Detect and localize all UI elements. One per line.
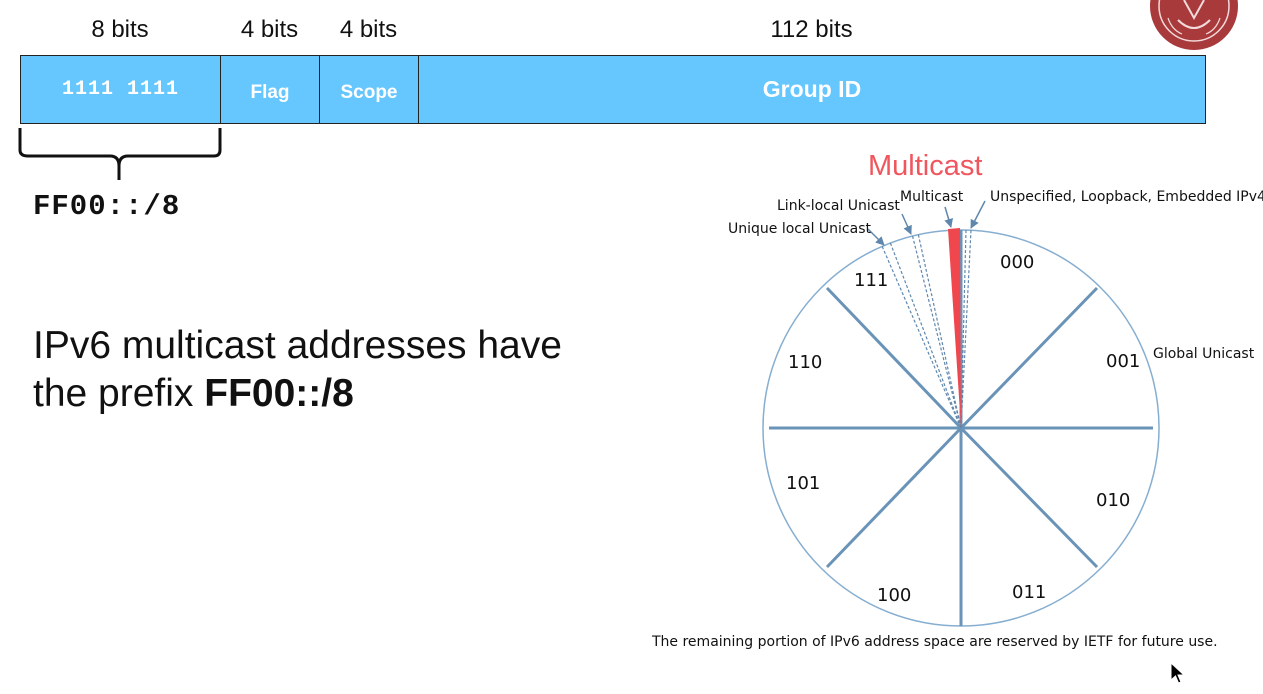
- callout-multicast: Multicast: [900, 189, 964, 205]
- divider-diagonal-sw: [825, 426, 963, 569]
- arrow-unspecified: [970, 200, 986, 229]
- bits-label-flags-prefix: 8 bits: [91, 16, 149, 43]
- headline-line-1: IPv6 multicast addresses have: [33, 324, 562, 367]
- field-flag: Flag: [220, 55, 320, 124]
- headline-prefix-bold: FF00::/8: [204, 372, 354, 415]
- field-scope: Scope: [319, 55, 419, 124]
- field-group-id-text: Group ID: [762, 76, 862, 102]
- callout-global-unicast: Global Unicast: [1153, 346, 1255, 362]
- multicast-slice: [948, 228, 961, 428]
- divider-diagonal-se: [959, 426, 1099, 569]
- prefix-label: FF00::/8: [33, 190, 181, 223]
- callout-unspecified: Unspecified, Loopback, Embedded IPv4: [990, 189, 1263, 205]
- headline-line-2: the prefix FF00::/8: [33, 370, 562, 418]
- divider-diagonal-nw: [825, 286, 963, 430]
- sector-label-101: 101: [786, 473, 820, 494]
- mouse-cursor-icon: [1170, 662, 1186, 684]
- slice-reserved-a: [960, 229, 967, 429]
- field-group-id: Group ID: [418, 55, 1206, 124]
- headline: IPv6 multicast addresses have the prefix…: [33, 322, 562, 418]
- bits-label-group-id: 112 bits: [770, 16, 853, 43]
- field-prefix-ones-text: 1111 1111: [61, 78, 180, 101]
- arrow-multicast: [944, 206, 953, 228]
- callout-unique-local: Unique local Unicast: [728, 221, 871, 237]
- slice-unique-local-b: [889, 241, 962, 429]
- sector-label-011: 011: [1012, 582, 1046, 603]
- field-scope-text: Scope: [340, 81, 398, 103]
- callout-link-local: Link-local Unicast: [777, 198, 900, 214]
- sector-label-010: 010: [1096, 490, 1130, 511]
- sector-label-001: 001: [1106, 351, 1140, 372]
- slice-link-local-b: [917, 232, 962, 429]
- prefix-brace: [18, 128, 222, 180]
- slice-reserved-b: [960, 229, 972, 429]
- sector-label-111: 111: [854, 270, 888, 291]
- sector-label-100: 100: [877, 585, 911, 606]
- slice-link-local-a: [911, 233, 962, 429]
- arrow-link-local: [901, 213, 912, 235]
- bits-label-scope: 4 bits: [339, 16, 398, 43]
- university-seal-icon: [1150, 0, 1238, 50]
- headline-prefix-text: the prefix: [33, 372, 205, 415]
- diagram-caption: The remaining portion of IPv6 address sp…: [652, 634, 1218, 650]
- sector-label-110: 110: [788, 352, 822, 373]
- diagram-title: Multicast: [868, 150, 983, 182]
- arrow-unique-local: [867, 228, 885, 246]
- field-flag-text: Flag: [250, 81, 290, 103]
- bits-label-flag: 4 bits: [240, 16, 299, 43]
- field-prefix-ones: 1111 1111: [20, 55, 221, 124]
- slice-unique-local-a: [881, 245, 962, 429]
- divider-diagonal-ne: [959, 286, 1099, 430]
- sector-label-000: 000: [1000, 252, 1034, 273]
